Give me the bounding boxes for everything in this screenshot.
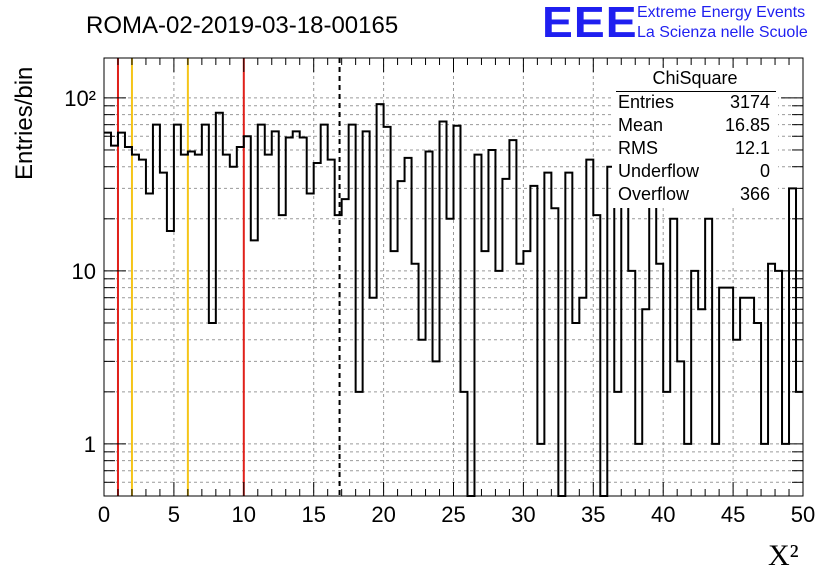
stats-row-underflow: Underflow 0 — [618, 161, 770, 183]
stats-label: Mean — [618, 115, 664, 135]
logo-line-2: La Scienza nelle Scuole — [637, 24, 808, 41]
x-tick-label: 15 — [301, 502, 325, 527]
x-tick-label: 30 — [511, 502, 535, 527]
y-tick-labels: 1 10 10² — [64, 86, 96, 457]
eee-logo: EEE Extreme Energy Events La Scienza nel… — [540, 0, 836, 47]
y-tick-label: 10² — [64, 86, 96, 111]
chart-title: ROMA-02-2019-03-18-00165 — [86, 12, 398, 39]
x-tick-label: 45 — [721, 502, 745, 527]
stats-row-entries: Entries 3174 — [618, 92, 770, 114]
stats-value: 3174 — [729, 92, 770, 112]
logo-line-1: Extreme Energy Events — [637, 4, 806, 21]
axis-ticks — [103, 58, 804, 496]
stats-divider — [616, 91, 776, 92]
y-tick-label: 1 — [84, 432, 96, 457]
x-tick-label: 0 — [98, 502, 110, 527]
stats-label: RMS — [618, 138, 658, 158]
stats-row-mean: Mean 16.85 — [618, 115, 770, 137]
stats-value: 12.1 — [734, 138, 770, 158]
stats-value: 16.85 — [724, 115, 770, 135]
x-tick-label: 20 — [371, 502, 395, 527]
stats-row-overflow: Overflow 366 — [618, 184, 770, 206]
x-tick-label: 5 — [168, 502, 180, 527]
stats-label: Entries — [618, 92, 675, 112]
logo-mark: EEE — [542, 0, 638, 47]
x-tick-label: 25 — [441, 502, 465, 527]
x-tick-label: 10 — [232, 502, 256, 527]
y-tick-label: 10 — [72, 259, 96, 284]
x-axis-label: X² — [768, 539, 799, 572]
stats-box: ChiSquare Entries 3174 Mean 16.85 RMS 12… — [612, 68, 778, 208]
stats-label: Underflow — [618, 161, 700, 181]
y-axis-label: Entries/bin — [11, 67, 38, 180]
stats-row-rms: RMS 12.1 — [618, 138, 770, 160]
x-tick-labels: 0 5 10 15 20 25 30 35 40 45 50 — [98, 502, 815, 527]
x-tick-label: 50 — [791, 502, 815, 527]
histogram-outline — [104, 103, 803, 497]
stats-label: Overflow — [618, 184, 690, 204]
x-tick-label: 35 — [581, 502, 605, 527]
reference-lines — [116, 58, 341, 496]
x-tick-label: 40 — [651, 502, 675, 527]
stats-value: 0 — [759, 161, 770, 181]
stats-value: 366 — [739, 184, 770, 204]
stats-title: ChiSquare — [652, 68, 738, 88]
